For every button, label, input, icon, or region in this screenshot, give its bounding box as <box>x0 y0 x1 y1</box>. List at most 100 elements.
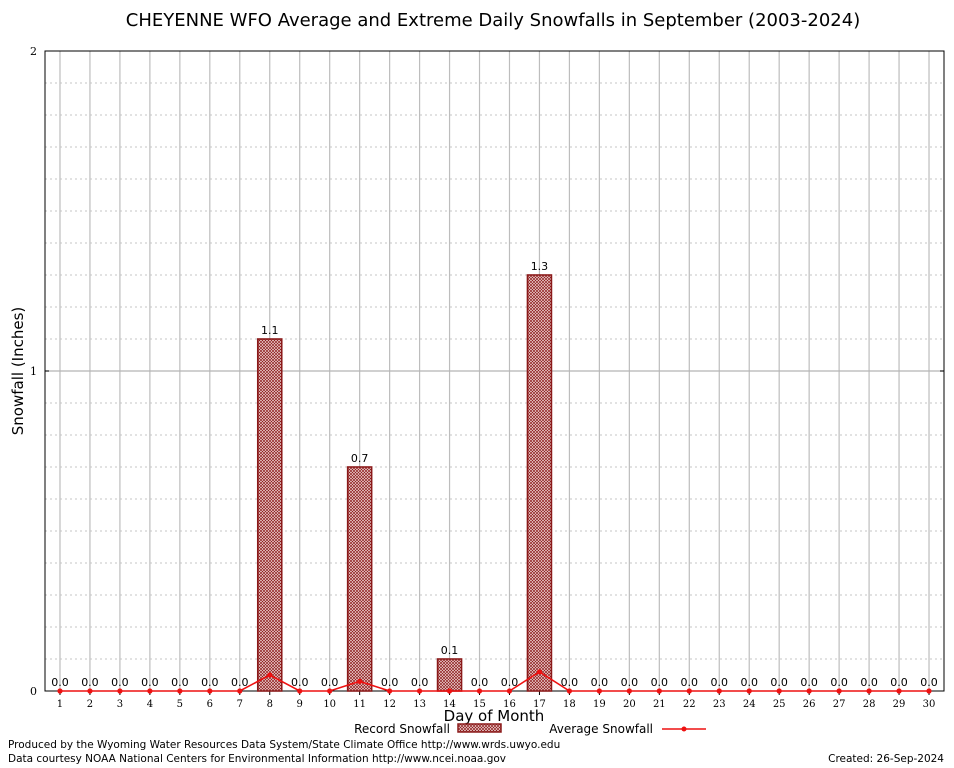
footer-produced-by: Produced by the Wyoming Water Resources … <box>8 739 560 751</box>
average-snowfall-point <box>686 688 692 694</box>
x-tick-label: 21 <box>653 699 666 710</box>
x-tick-label: 18 <box>563 699 576 710</box>
average-snowfall-point <box>866 688 872 694</box>
average-snowfall-point <box>57 688 63 694</box>
record-snowfall-label: 0.0 <box>111 676 129 689</box>
record-snowfall-label: 0.0 <box>651 676 669 689</box>
footer-created-date: Created: 26-Sep-2024 <box>828 753 944 765</box>
x-axis-label: Day of Month <box>444 707 545 725</box>
x-tick-label: 25 <box>773 699 786 710</box>
record-snowfall-label: 0.0 <box>381 676 399 689</box>
x-tick-label: 1 <box>57 699 63 710</box>
average-snowfall-point <box>656 688 662 694</box>
record-snowfall-label: 0.0 <box>561 676 579 689</box>
record-snowfall-label: 0.0 <box>501 676 519 689</box>
y-axis-label: Snowfall (Inches) <box>9 307 27 435</box>
x-tick-label: 22 <box>683 699 696 710</box>
legend-swatch-record <box>457 723 502 733</box>
footer-data-courtesy: Data courtesy NOAA National Centers for … <box>8 753 506 765</box>
record-snowfall-label: 1.3 <box>531 260 549 273</box>
record-snowfall-label: 1.1 <box>261 324 279 337</box>
x-tick-label: 16 <box>503 699 516 710</box>
record-snowfall-label: 0.0 <box>770 676 788 689</box>
average-snowfall-point <box>147 688 153 694</box>
average-snowfall-point <box>387 688 393 694</box>
record-snowfall-label: 0.0 <box>860 676 878 689</box>
x-tick-label: 9 <box>297 699 303 710</box>
x-tick-label: 6 <box>207 699 213 710</box>
average-snowfall-point <box>896 688 902 694</box>
x-tick-label: 7 <box>237 699 243 710</box>
average-snowfall-point <box>87 688 93 694</box>
average-snowfall-point <box>237 688 243 694</box>
record-snowfall-label: 0.0 <box>291 676 309 689</box>
record-snowfall-label: 0.0 <box>830 676 848 689</box>
average-snowfall-point <box>776 688 782 694</box>
record-snowfall-bar <box>256 338 283 692</box>
record-snowfall-label: 0.0 <box>411 676 429 689</box>
x-tick-label: 13 <box>413 699 426 710</box>
average-snowfall-line <box>57 669 932 694</box>
y-tick-label: 0 <box>30 685 37 698</box>
average-snowfall-point <box>716 688 722 694</box>
average-snowfall-point <box>117 688 123 694</box>
average-snowfall-point <box>297 688 303 694</box>
average-snowfall-point <box>596 688 602 694</box>
legend-label-average: Average Snowfall <box>549 722 653 736</box>
legend: Record Snowfall Average Snowfall <box>354 722 706 736</box>
record-snowfall-label: 0.0 <box>81 676 99 689</box>
data-labels: 0.0 0.0 0.0 0.0 0.0 0.0 0.0 1.1 0.0 0.0 0.7 0.0 0.0 0… <box>51 260 938 689</box>
grid-lines <box>45 51 944 691</box>
x-tick-label: 2 <box>87 699 93 710</box>
average-snowfall-point <box>207 688 213 694</box>
record-snowfall-label: 0.0 <box>201 676 219 689</box>
average-snowfall-point <box>806 688 812 694</box>
average-snowfall-point <box>506 688 513 694</box>
average-snowfall-point <box>416 688 423 694</box>
record-snowfall-bar <box>346 466 373 692</box>
record-snowfall-label: 0.0 <box>711 676 729 689</box>
record-snowfall-label: 0.0 <box>141 676 159 689</box>
legend-marker-average <box>681 726 687 732</box>
record-snowfall-label: 0.0 <box>920 676 938 689</box>
x-tick-label: 11 <box>353 699 366 710</box>
x-tick-label: 26 <box>803 699 816 710</box>
record-snowfall-bars <box>256 274 553 692</box>
average-snowfall-point <box>566 688 573 694</box>
x-tick-label: 23 <box>713 699 726 710</box>
average-snowfall-point <box>446 688 453 694</box>
average-snowfall-point <box>357 678 363 685</box>
average-snowfall-point <box>327 688 333 694</box>
x-tick-label: 15 <box>473 699 486 710</box>
x-tick-label: 17 <box>533 699 546 710</box>
average-snowfall-point <box>476 688 483 694</box>
average-snowfall-point <box>626 688 632 694</box>
record-snowfall-label: 0.0 <box>621 676 639 689</box>
x-tick-label: 5 <box>177 699 183 710</box>
record-snowfall-label: 0.0 <box>171 676 189 689</box>
record-snowfall-label: 0.0 <box>591 676 609 689</box>
x-tick-label: 19 <box>593 699 606 710</box>
record-snowfall-label: 0.0 <box>231 676 249 689</box>
y-tick-label: 1 <box>30 365 37 378</box>
record-snowfall-label: 0.0 <box>51 676 69 689</box>
x-tick-label: 3 <box>117 699 123 710</box>
average-snowfall-polyline <box>59 670 930 692</box>
average-snowfall-point <box>746 688 752 694</box>
record-snowfall-label: 0.7 <box>351 452 369 465</box>
x-tick-label: 12 <box>383 699 396 710</box>
x-axis-ticks: 1 2 3 4 5 6 7 8 9 10 11 12 13 14 15 16 17 18 19 20 21 22 23 24 2… <box>57 691 935 710</box>
record-snowfall-label: 0.0 <box>471 676 489 689</box>
average-snowfall-point <box>836 688 842 694</box>
x-tick-label: 10 <box>323 699 336 710</box>
x-tick-label: 28 <box>863 699 876 710</box>
record-snowfall-bar <box>436 658 463 692</box>
x-tick-label: 24 <box>743 699 756 710</box>
average-snowfall-point <box>926 688 932 694</box>
y-axis-ticks: 0 1 2 <box>30 45 944 698</box>
average-snowfall-point <box>177 688 183 694</box>
record-snowfall-bar <box>526 274 553 692</box>
x-tick-label: 14 <box>443 699 456 710</box>
chart-title: CHEYENNE WFO Average and Extreme Daily S… <box>126 10 860 31</box>
